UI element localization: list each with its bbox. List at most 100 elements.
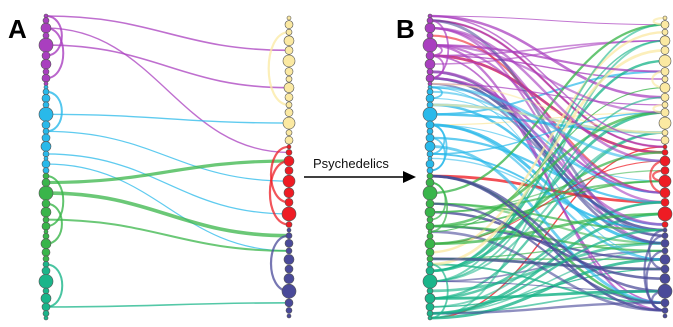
node-navy — [285, 232, 293, 240]
edge — [45, 90, 63, 133]
arrow-label: Psychedelics — [313, 156, 389, 171]
edge — [428, 14, 667, 99]
node-red — [285, 221, 293, 228]
node-cyan — [41, 159, 51, 169]
edge — [428, 44, 667, 73]
node-navy — [284, 238, 294, 248]
node-green — [41, 199, 51, 208]
node-light_yellow — [661, 28, 669, 36]
node-purple — [425, 73, 435, 83]
edge — [45, 15, 290, 52]
node-red — [286, 144, 292, 150]
node-purple — [422, 37, 438, 53]
node-navy — [662, 227, 668, 233]
node-cyan — [42, 88, 50, 96]
edge — [429, 263, 666, 304]
node-red — [281, 206, 297, 222]
node-teal — [40, 293, 52, 304]
node-navy — [660, 238, 670, 248]
node-red — [283, 187, 295, 199]
edge — [45, 163, 290, 252]
edge — [428, 202, 667, 304]
node-cyan — [40, 141, 52, 152]
node-light_yellow — [660, 46, 670, 55]
edge — [428, 289, 667, 300]
node-green — [425, 178, 435, 187]
node-cyan — [42, 128, 50, 135]
node-green — [41, 247, 51, 257]
panel-a — [38, 13, 297, 321]
node-teal — [425, 302, 435, 312]
edge — [429, 169, 666, 213]
node-light_yellow — [285, 101, 293, 109]
node-red — [282, 174, 296, 188]
edge — [44, 159, 291, 185]
node-navy — [284, 264, 294, 274]
node-light_yellow — [284, 135, 294, 145]
edge — [428, 26, 667, 163]
node-purple — [426, 32, 434, 39]
node-navy — [285, 247, 293, 255]
edge — [45, 202, 63, 245]
node-navy — [284, 298, 294, 308]
edge — [429, 137, 446, 172]
node-green — [422, 185, 438, 201]
node-navy — [659, 273, 671, 284]
node-green — [40, 238, 52, 250]
node-cyan — [425, 120, 435, 130]
node-purple — [425, 51, 435, 60]
edge — [45, 113, 290, 124]
node-light_yellow — [285, 28, 293, 36]
node-red — [661, 149, 669, 156]
node-cyan — [41, 120, 51, 130]
edge — [428, 202, 667, 232]
node-teal — [426, 287, 434, 295]
edge — [428, 225, 667, 252]
node-light_yellow — [660, 135, 670, 145]
node-cyan — [426, 128, 434, 135]
edge — [45, 27, 290, 154]
node-navy — [662, 313, 668, 319]
node-cyan — [42, 150, 50, 158]
node-cyan — [426, 150, 434, 158]
node-teal — [43, 315, 49, 321]
node-cyan — [422, 107, 438, 122]
node-light_yellow — [660, 20, 670, 29]
node-red — [657, 206, 673, 222]
node-light_yellow — [660, 92, 670, 102]
edge — [268, 159, 291, 226]
node-light_yellow — [284, 46, 294, 55]
edge — [429, 96, 666, 283]
edge — [429, 157, 666, 231]
node-red — [660, 198, 670, 207]
node-teal — [42, 287, 50, 295]
node-light_yellow — [661, 129, 669, 136]
edge — [428, 44, 667, 194]
node-red — [658, 174, 672, 188]
edge — [45, 302, 290, 308]
node-teal — [41, 302, 51, 312]
node-purple — [41, 73, 51, 83]
edge — [428, 48, 667, 266]
node-cyan — [426, 167, 434, 174]
node-green — [425, 247, 435, 257]
edge — [428, 43, 667, 114]
edge — [428, 257, 667, 271]
node-red — [283, 155, 295, 167]
edge — [428, 210, 667, 280]
node-cyan — [424, 141, 436, 152]
edge — [428, 111, 667, 228]
edge — [429, 23, 666, 283]
node-light_yellow — [662, 15, 668, 21]
node-teal — [425, 266, 435, 276]
node-green — [426, 255, 434, 263]
node-cyan — [38, 107, 54, 122]
node-navy — [659, 254, 671, 265]
node-cyan — [42, 101, 50, 109]
panel-label-b: B — [396, 14, 415, 44]
edge — [428, 26, 667, 204]
node-light_yellow — [284, 92, 294, 102]
nodes-panel-a — [38, 13, 297, 321]
edge — [428, 23, 667, 195]
